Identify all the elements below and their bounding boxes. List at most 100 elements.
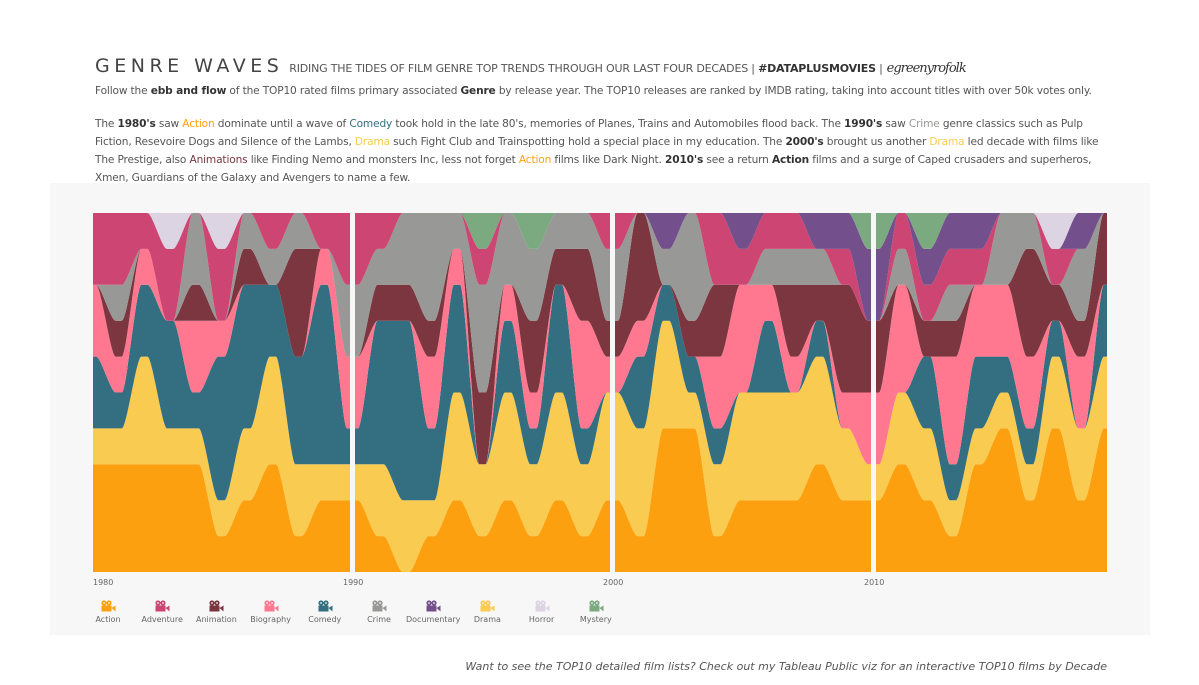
title-row: GENRE WAVES RIDING THE TIDES OF FILM GEN… <box>95 55 967 77</box>
band-drama-2010s[interactable] <box>876 356 1107 537</box>
x-tick-label: 1990 <box>343 578 364 587</box>
band-adventure-1980s[interactable] <box>93 213 350 321</box>
signature-logo: egreenyrofolk <box>886 61 967 76</box>
band-crime-2000s[interactable] <box>615 213 871 321</box>
bold-text: 2000's <box>785 136 824 148</box>
band-crime-1990s[interactable] <box>355 213 610 393</box>
genre-highlight: Drama <box>354 136 390 148</box>
band-drama-1980s[interactable] <box>93 356 350 537</box>
genre-highlight: Drama <box>929 136 965 148</box>
text-segment: The <box>95 118 118 130</box>
legend-item-mystery[interactable]: Mystery <box>566 600 626 624</box>
band-adventure-2010s[interactable] <box>876 213 1107 321</box>
band-animation-1980s[interactable] <box>93 248 350 357</box>
bold-text: ebb and flow <box>150 85 227 97</box>
movie-camera-icon <box>101 600 116 612</box>
band-biography-1980s[interactable] <box>93 248 350 429</box>
band-action-2010s[interactable] <box>876 428 1107 572</box>
legend-label: Action <box>95 615 121 624</box>
genre-highlight: Crime <box>908 118 940 130</box>
movie-camera-icon <box>209 600 224 612</box>
band-biography-2000s[interactable] <box>615 284 871 465</box>
legend-item-documentary[interactable]: Documentary <box>403 600 463 624</box>
legend-item-animation[interactable]: Animation <box>186 600 246 624</box>
text-segment: saw <box>882 118 909 130</box>
subtitle-text: RIDING THE TIDES OF FILM GENRE TOP TREND… <box>289 62 755 75</box>
page-title: GENRE WAVES <box>95 55 284 77</box>
legend-item-biography[interactable]: Biography <box>241 600 301 624</box>
legend-label: Comedy <box>308 615 342 624</box>
story-paragraph: The 1980's saw Action dominate until a w… <box>95 115 1110 187</box>
band-comedy-1980s[interactable] <box>93 284 350 501</box>
text-segment: see a return <box>703 154 772 166</box>
genre-highlight: Comedy <box>349 118 393 130</box>
text-segment: of the TOP10 rated films primary associa… <box>226 85 461 97</box>
text-segment: films like Dark Night. <box>551 154 665 166</box>
band-comedy-2010s[interactable] <box>876 284 1107 501</box>
legend-label: Horror <box>528 615 555 624</box>
text-segment: by release year. The TOP10 releases are … <box>495 85 1092 97</box>
band-animation-2010s[interactable] <box>876 213 1107 393</box>
band-adventure-2000s[interactable] <box>615 213 871 321</box>
bold-text: Genre <box>460 85 496 97</box>
legend-label: Drama <box>473 615 501 624</box>
text-segment: films and a surge of Caped crusaders and… <box>95 154 1092 184</box>
movie-camera-icon <box>426 600 441 612</box>
text-segment: dominate until a wave of <box>214 118 350 130</box>
separator: | <box>879 62 883 75</box>
band-documentary-2000s[interactable] <box>615 213 871 321</box>
text-segment: brought us another <box>823 136 930 148</box>
legend-label: Documentary <box>406 615 461 624</box>
band-comedy-2000s[interactable] <box>615 284 871 465</box>
movie-camera-icon <box>155 600 170 612</box>
genre-highlight: Action <box>182 118 215 130</box>
band-animation-2000s[interactable] <box>615 213 871 393</box>
text-segment: genre classics such as Pulp Fiction, Res… <box>95 118 1083 148</box>
movie-camera-icon <box>263 600 279 612</box>
movie-camera-icon <box>534 600 550 612</box>
legend-item-crime[interactable]: Crime <box>349 600 409 624</box>
band-crime-1980s[interactable] <box>93 213 350 357</box>
band-mystery-1990s[interactable] <box>355 213 610 249</box>
text-segment: saw <box>155 118 183 130</box>
legend-item-drama[interactable]: Drama <box>457 600 517 624</box>
intro-paragraph: Follow the ebb and flow of the TOP10 rat… <box>95 82 1110 100</box>
genre-highlight: Animations <box>189 154 248 166</box>
text-segment: took hold in the late 80's, memories of … <box>392 118 845 130</box>
legend-item-horror[interactable]: Horror <box>512 600 572 624</box>
band-horror-2010s[interactable] <box>876 213 1107 249</box>
x-tick-label: 1980 <box>93 578 114 587</box>
band-mystery-2010s[interactable] <box>876 213 1107 249</box>
band-biography-2010s[interactable] <box>876 284 1107 465</box>
band-documentary-2010s[interactable] <box>876 213 1107 321</box>
legend-item-action[interactable]: Action <box>78 600 138 624</box>
movie-camera-icon <box>480 600 495 612</box>
genre-highlight: Action <box>518 154 552 166</box>
text-segment: like Finding Nemo and monsters Inc, less… <box>247 154 519 166</box>
bold-text: Action <box>771 154 810 166</box>
bold-text: 1980's <box>117 118 156 130</box>
bold-text: 2010's <box>665 154 704 166</box>
band-action-1980s[interactable] <box>93 464 350 572</box>
legend-label: Crime <box>367 615 391 624</box>
x-tick-label: 2000 <box>603 578 624 587</box>
legend-label: Adventure <box>141 615 183 624</box>
band-comedy-1990s[interactable] <box>355 284 610 501</box>
legend-label: Mystery <box>579 615 612 624</box>
genre-wave-chart <box>93 213 1107 573</box>
band-horror-1980s[interactable] <box>93 213 350 249</box>
legend-label: Biography <box>250 615 291 624</box>
legend-item-comedy[interactable]: Comedy <box>295 600 355 624</box>
legend-item-adventure[interactable]: Adventure <box>132 600 192 624</box>
movie-camera-icon <box>372 600 387 612</box>
text-segment: led decade with films like The Prestige,… <box>95 136 1099 166</box>
movie-camera-icon <box>589 600 604 612</box>
movie-camera-icon <box>318 600 333 612</box>
bold-text: 1990's <box>844 118 883 130</box>
text-segment: Follow the <box>95 85 151 97</box>
legend-label: Animation <box>195 615 237 624</box>
band-drama-1990s[interactable] <box>355 392 610 573</box>
footer-note[interactable]: Want to see the TOP10 detailed film list… <box>465 660 1107 673</box>
band-crime-2010s[interactable] <box>876 213 1107 321</box>
text-segment: such Fight Club and Trainspotting hold a… <box>389 136 786 148</box>
